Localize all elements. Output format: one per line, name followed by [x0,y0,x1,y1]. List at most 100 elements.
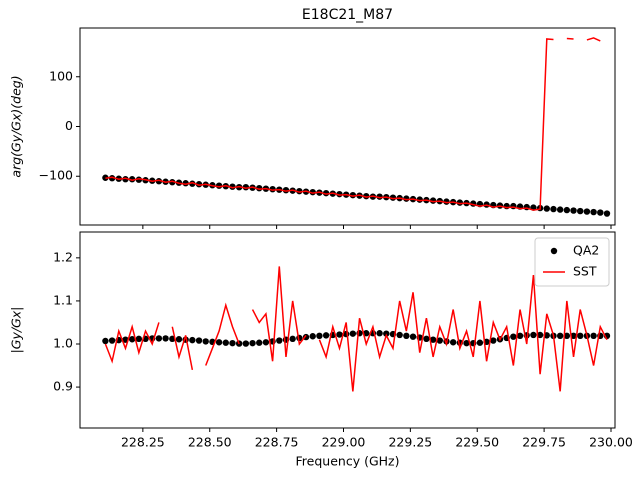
marker [556,206,564,213]
marker [336,331,343,338]
marker [536,331,544,339]
marker [202,338,209,345]
legend-label: QA2 [573,243,599,258]
marker [309,333,316,340]
marker [155,178,163,185]
marker [383,330,390,337]
x-axis-label: Frequency (GHz) [296,454,400,469]
marker [376,330,383,337]
marker [490,337,497,344]
marker [463,339,470,347]
marker [409,333,417,340]
x-tick-label: 230.00 [589,435,633,450]
marker [276,337,283,344]
marker [195,337,203,344]
marker [543,205,550,212]
axes-frame [79,231,616,429]
marker [242,183,250,191]
marker [363,192,370,200]
marker [429,336,437,343]
legend-marker [550,247,558,255]
y-tick-label: 0.9 [53,379,73,394]
marker [108,175,116,182]
marker [155,335,163,342]
marker [316,332,323,340]
marker [322,189,330,197]
marker [289,335,296,343]
marker [436,337,443,344]
marker [570,207,577,214]
marker [510,333,517,340]
y-tick-label: −100 [39,168,73,183]
marker [128,336,136,343]
marker [556,332,564,340]
x-tick-label: 228.50 [188,435,232,450]
marker [215,182,223,189]
marker [423,335,430,343]
marker [349,191,357,199]
x-tick-label: 229.75 [522,435,566,450]
marker [162,335,169,342]
marker [322,332,330,339]
marker [309,188,316,196]
marker [603,210,611,217]
marker [249,339,256,347]
marker [195,181,203,188]
marker [577,332,584,340]
marker [128,176,136,183]
marker [349,330,357,337]
marker [242,340,250,347]
legend-label: SST [573,264,597,279]
marker [189,180,196,187]
y-axis-label: arg(Gy/Gx)(deg) [9,75,24,177]
marker [282,186,290,194]
marker [182,180,189,187]
marker [108,337,116,344]
marker [135,335,143,343]
marker [256,339,263,346]
marker [229,183,236,190]
marker [449,339,457,346]
marker [102,337,109,345]
x-tick-label: 229.00 [322,435,366,450]
marker [396,331,403,339]
y-tick-label: 100 [49,68,73,83]
marker [169,179,176,186]
marker [229,339,236,347]
marker [175,336,183,343]
marker [296,187,303,195]
plot-area [102,266,611,392]
y-axis-label: |Gy/Gx| [9,307,24,354]
series-line [105,37,601,211]
marker [122,176,129,183]
y-tick-label: 1.2 [53,249,73,264]
marker [262,339,270,346]
marker [563,332,571,340]
marker [577,207,584,215]
x-tick-label: 228.25 [121,435,165,450]
chart-title: E18C21_M87 [302,7,393,23]
marker [222,339,229,346]
marker [215,339,223,346]
marker [597,209,604,216]
marker [189,336,196,344]
marker [563,206,571,214]
marker [302,333,310,341]
marker [590,332,597,340]
plot-area [102,37,611,217]
marker [550,205,557,213]
marker [516,332,524,340]
marker [590,208,597,216]
y-tick-label: 1.0 [53,336,73,351]
marker [403,332,410,340]
marker [583,208,591,215]
x-tick-label: 229.50 [455,435,499,450]
y-tick-label: 0 [65,118,73,133]
x-tick-label: 229.25 [388,435,432,450]
marker [135,176,143,183]
x-tick-label: 228.75 [255,435,299,450]
marker [476,339,484,346]
y-tick-label: 1.1 [53,292,73,307]
